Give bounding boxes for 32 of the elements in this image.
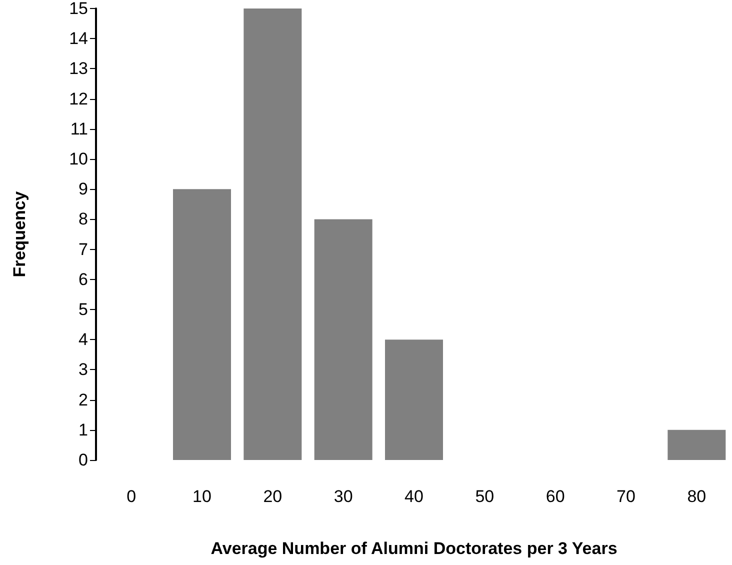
y-tick-label: 5 <box>78 300 88 319</box>
bar <box>385 340 443 460</box>
y-tick-label: 9 <box>78 180 88 199</box>
y-tick-label: 2 <box>78 390 88 410</box>
y-tick-label: 7 <box>78 240 88 259</box>
x-tick-label: 50 <box>475 487 494 506</box>
x-axis-title: Average Number of Alumni Doctorates per 3 Years <box>210 539 618 558</box>
y-tick-label: 1 <box>78 420 88 440</box>
x-tick-label: 20 <box>263 487 282 506</box>
y-tick-label: 15 <box>69 0 88 18</box>
y-tick-label: 12 <box>69 89 88 108</box>
bar <box>668 430 726 460</box>
y-tick-label: 4 <box>78 330 88 350</box>
y-tick-label: 8 <box>78 210 88 229</box>
y-tick-label: 14 <box>69 29 88 48</box>
y-axis-title: Frequency <box>10 190 29 278</box>
y-tick-label: 3 <box>78 360 88 380</box>
bar <box>244 8 302 460</box>
y-tick-label: 11 <box>70 119 88 138</box>
y-tick-label: 10 <box>69 150 88 168</box>
x-tick-label: 70 <box>616 487 636 506</box>
x-tick-label: 30 <box>334 487 353 506</box>
x-tick-label: 80 <box>687 487 706 506</box>
x-tick-label: 10 <box>192 487 212 506</box>
y-tick-label: 13 <box>69 59 88 78</box>
y-tick-label: 0 <box>78 450 88 470</box>
x-tick-label: 0 <box>126 487 136 506</box>
x-tick-label: 60 <box>546 487 565 506</box>
y-tick-label: 6 <box>78 270 88 289</box>
bar <box>314 219 372 460</box>
bar <box>173 189 231 460</box>
x-tick-label: 40 <box>404 487 424 506</box>
